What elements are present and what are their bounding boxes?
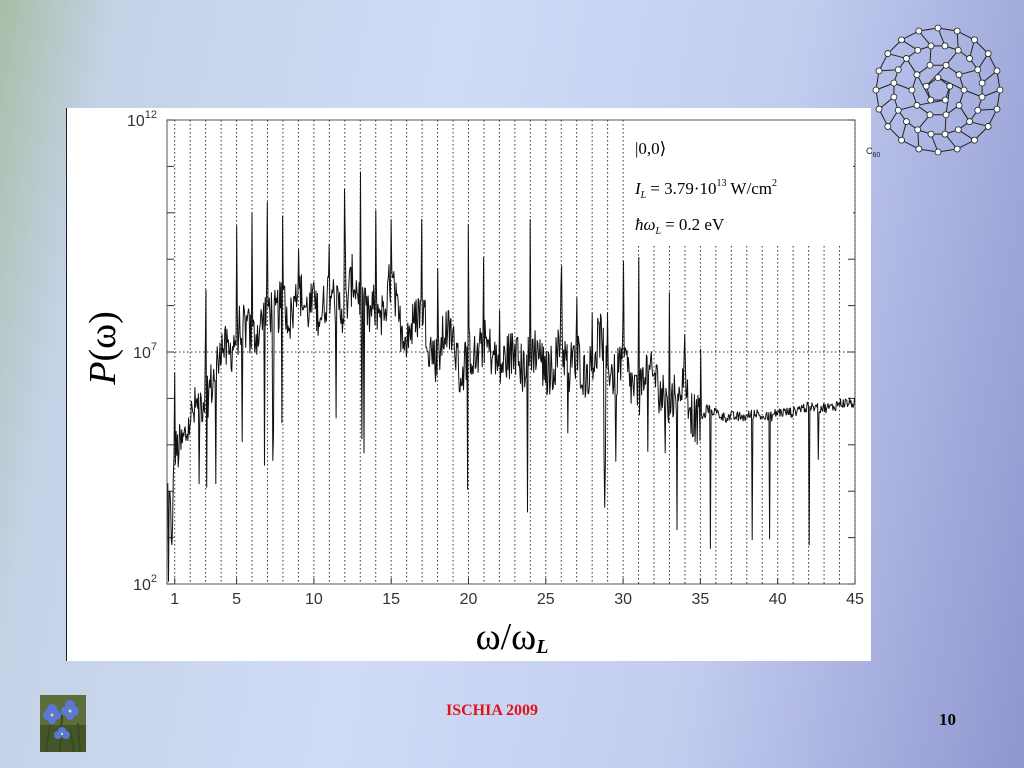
x-tick-label: 35 xyxy=(691,591,709,608)
x-tick-label: 25 xyxy=(537,591,555,608)
x-axis-title: ω/ωL xyxy=(476,616,549,658)
page-number: 10 xyxy=(939,710,956,729)
x-tick-label: 10 xyxy=(305,591,323,608)
c60-molecule-illustration xyxy=(872,24,1004,156)
c60-label: C60 xyxy=(866,146,881,159)
x-tick-label: 30 xyxy=(614,591,632,608)
plot-panel: 1012 107 102 1 5 10 15 20 25 30 35 40 45 |0,0⟩ IL = … xyxy=(66,108,871,661)
y-tick-group: 1012 107 102 xyxy=(127,109,855,594)
x-tick-label: 1 xyxy=(170,591,179,608)
x-tick-label: 5 xyxy=(232,591,241,608)
spectrum-series-line xyxy=(167,171,855,582)
y-tick-label: 102 xyxy=(133,573,157,594)
x-tick-label: 20 xyxy=(460,591,478,608)
x-tick-label: 45 xyxy=(846,591,864,608)
y-axis-title: P(ω) xyxy=(82,311,124,386)
legend-intensity: IL = 3.79·1013 W/cm2 xyxy=(634,178,777,201)
x-tick-label: 40 xyxy=(769,591,787,608)
legend-photon-energy: ħωL = 0.2 eV xyxy=(635,215,725,237)
footer-title: ISCHIA 2009 xyxy=(446,702,539,719)
x-tick-group: 1 5 10 15 20 25 30 35 40 45 xyxy=(170,578,864,608)
y-tick-label: 107 xyxy=(133,341,157,362)
y-tick-label: 1012 xyxy=(127,109,157,130)
legend-box: |0,0⟩ IL = 3.79·1013 W/cm2 ħωL = 0.2 eV xyxy=(629,128,853,246)
x-tick-label: 15 xyxy=(382,591,400,608)
flower-photo xyxy=(40,695,86,752)
legend-state: |0,0⟩ xyxy=(635,139,666,158)
